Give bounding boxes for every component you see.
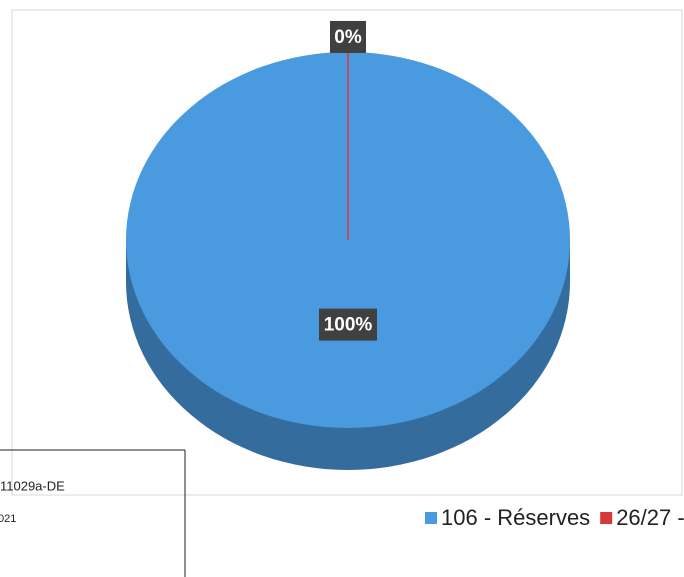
legend-swatch: [425, 512, 437, 524]
data-label: 100%: [324, 315, 373, 336]
legend-label: 26/27 - Autres participations financière: [616, 505, 684, 530]
legend-label: 106 - Réserves: [441, 505, 590, 530]
data-label: 0%: [334, 27, 362, 48]
stamp-text: 021: [0, 513, 16, 525]
chart-frame: [11, 9, 683, 496]
data-label-box: [319, 308, 377, 341]
data-label-box: [330, 20, 366, 53]
legend-swatch: [600, 512, 613, 524]
stamp-text: 11029a-DE: [0, 478, 65, 493]
